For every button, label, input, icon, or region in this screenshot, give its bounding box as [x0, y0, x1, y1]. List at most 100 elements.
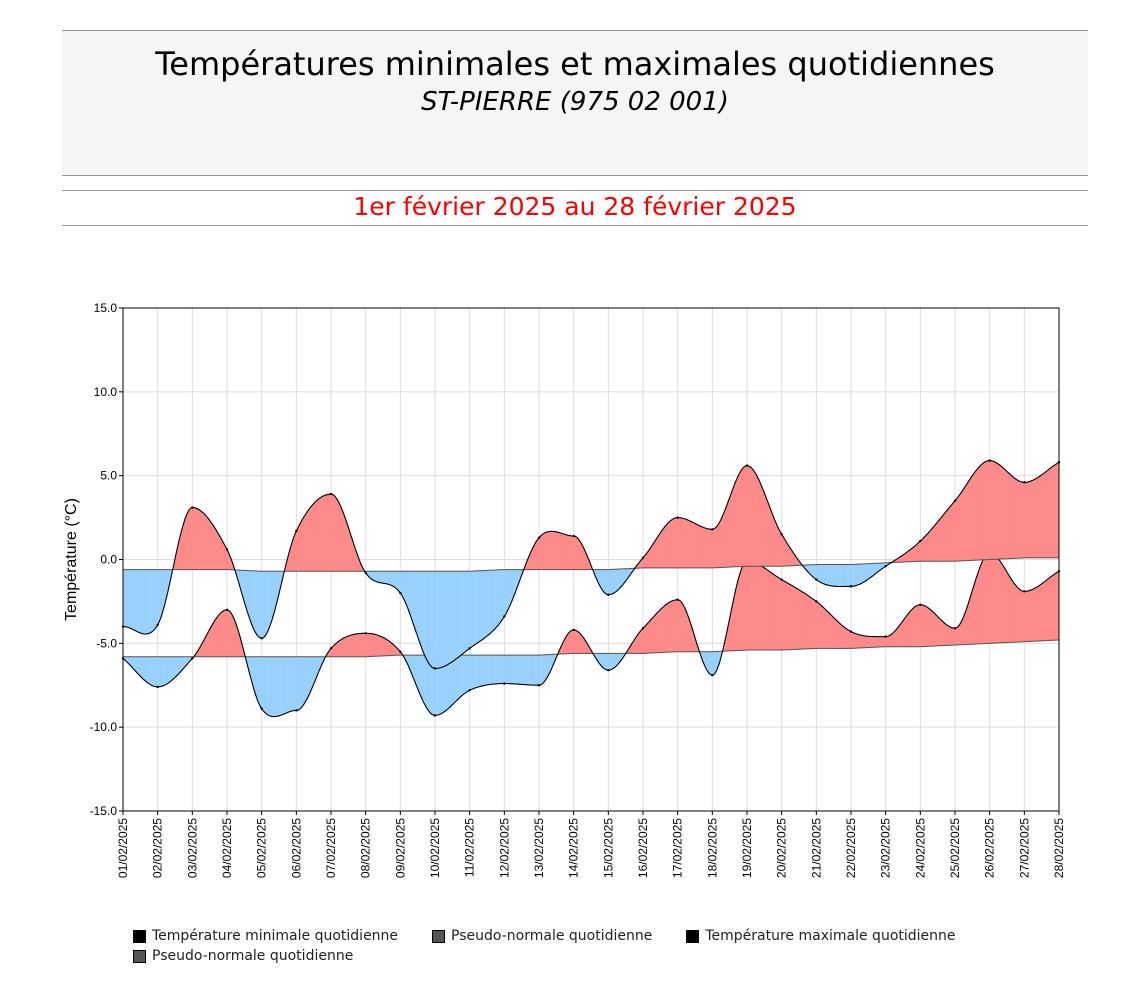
point-max-26 — [1023, 481, 1026, 484]
point-min-5 — [295, 709, 298, 712]
x-tick-label-16: 17/02/2025 — [671, 818, 685, 878]
point-max-18 — [745, 464, 749, 467]
y-tick-label-5: 10.0 — [94, 385, 118, 399]
point-max-24 — [953, 499, 957, 503]
chart-title: Températures minimales et maximales quot… — [155, 45, 995, 83]
x-tick-label-11: 12/02/2025 — [497, 818, 511, 878]
x-tick-label-12: 13/02/2025 — [532, 818, 546, 878]
x-tick-label-14: 15/02/2025 — [601, 818, 615, 878]
legend-label-2: Température maximale quotidienne — [705, 928, 956, 944]
point-max-3 — [225, 548, 229, 551]
x-tick-label-9: 10/02/2025 — [428, 818, 442, 878]
point-min-2 — [191, 657, 194, 660]
x-tick-label-6: 07/02/2025 — [324, 818, 338, 878]
point-min-13 — [572, 628, 575, 632]
x-tick-label-2: 03/02/2025 — [185, 818, 199, 878]
point-max-19 — [780, 533, 783, 536]
normal-line-min — [123, 639, 1059, 658]
point-max-23 — [919, 539, 922, 543]
legend-item-2: Température maximale quotidienne — [686, 928, 956, 944]
point-max-8 — [399, 591, 402, 595]
point-min-12 — [537, 684, 541, 687]
x-tick-label-15: 16/02/2025 — [636, 818, 650, 878]
point-max-22 — [884, 565, 887, 568]
legend-swatch-2 — [686, 929, 700, 943]
point-min-15 — [641, 627, 645, 630]
point-max-5 — [295, 529, 298, 533]
y-axis-title: Température (°C) — [63, 498, 80, 621]
point-max-1 — [156, 623, 159, 627]
period-banner: 1er février 2025 au 28 février 2025 — [62, 190, 1088, 226]
legend-label-3: Pseudo-normale quotidienne — [152, 948, 354, 964]
x-tick-label-27: 28/02/2025 — [1052, 818, 1066, 878]
series-line-min — [122, 552, 1060, 718]
point-min-7 — [364, 632, 367, 635]
point-max-12 — [537, 536, 541, 539]
x-tick-label-18: 19/02/2025 — [740, 818, 754, 878]
series-line-max — [123, 460, 1060, 670]
point-min-21 — [849, 630, 853, 633]
legend-item-1: Pseudo-normale quotidienne — [432, 928, 652, 944]
point-max-11 — [503, 615, 506, 618]
point-min-24 — [953, 627, 957, 630]
point-max-21 — [849, 585, 853, 588]
point-min-20 — [815, 600, 818, 603]
point-max-25 — [988, 459, 991, 462]
y-tick-label-1: -10.0 — [90, 720, 118, 734]
point-min-26 — [1023, 590, 1026, 593]
point-max-6 — [329, 492, 333, 496]
point-min-17 — [711, 673, 714, 677]
point-min-9 — [433, 714, 437, 717]
point-max-14 — [607, 593, 610, 596]
legend-label-1: Pseudo-normale quotidienne — [451, 928, 653, 944]
x-tick-label-21: 22/02/2025 — [844, 818, 858, 878]
point-min-23 — [919, 603, 922, 606]
chart-legend: Température minimale quotidienne Pseudo-n… — [133, 928, 1033, 968]
point-min-4 — [260, 707, 263, 710]
x-tick-label-5: 06/02/2025 — [289, 818, 303, 878]
point-min-8 — [399, 650, 402, 653]
x-tick-label-17: 18/02/2025 — [705, 818, 719, 878]
x-tick-label-13: 14/02/2025 — [567, 818, 581, 878]
point-max-4 — [260, 637, 263, 640]
chart-header: Températures minimales et maximales quot… — [62, 30, 1088, 176]
x-tick-label-8: 09/02/2025 — [393, 818, 407, 878]
point-max-13 — [572, 534, 575, 538]
y-tick-label-2: -5.0 — [96, 636, 117, 650]
x-tick-label-4: 05/02/2025 — [255, 818, 269, 878]
y-tick-label-3: 0.0 — [100, 553, 117, 567]
point-max-15 — [641, 556, 645, 560]
x-tick-label-22: 23/02/2025 — [879, 818, 893, 878]
point-min-6 — [329, 647, 333, 650]
period-label: 1er février 2025 au 28 février 2025 — [353, 192, 797, 221]
point-min-3 — [225, 608, 229, 611]
point-min-16 — [676, 598, 679, 601]
point-max-2 — [191, 506, 194, 509]
legend-swatch-1 — [432, 929, 446, 943]
x-tick-label-10: 11/02/2025 — [463, 818, 477, 877]
point-max-20 — [815, 578, 818, 581]
x-tick-label-7: 08/02/2025 — [359, 818, 373, 878]
y-tick-label-0: -15.0 — [90, 804, 118, 818]
legend-swatch-3 — [133, 949, 146, 963]
point-min-10 — [468, 689, 471, 692]
x-tick-label-25: 26/02/2025 — [983, 818, 997, 878]
point-max-10 — [468, 647, 471, 650]
x-tick-label-0: 01/02/2025 — [116, 818, 130, 878]
x-tick-label-1: 02/02/2025 — [151, 818, 165, 878]
legend-item-0: Température minimale quotidienne — [133, 928, 398, 944]
legend-item-3: Pseudo-normale quotidienne — [133, 948, 353, 964]
point-max-7 — [364, 571, 367, 575]
y-tick-label-4: 5.0 — [100, 469, 117, 483]
y-tick-label-6: 15.0 — [94, 301, 118, 315]
x-tick-label-23: 24/02/2025 — [913, 818, 927, 878]
point-min-14 — [607, 668, 610, 672]
point-min-22 — [884, 635, 887, 638]
x-tick-label-26: 27/02/2025 — [1017, 818, 1031, 878]
point-min-11 — [503, 682, 506, 685]
legend-swatch-0 — [133, 929, 146, 943]
normal-line-max — [123, 557, 1059, 572]
legend-label-0: Température minimale quotidienne — [152, 928, 399, 944]
station-subtitle: ST-PIERRE (975 02 001) — [421, 87, 729, 117]
